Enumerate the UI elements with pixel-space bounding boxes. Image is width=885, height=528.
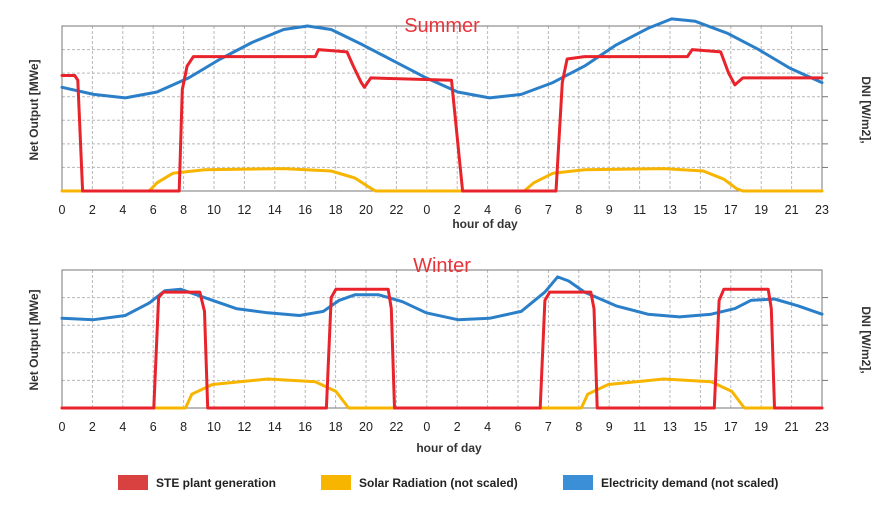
- summer-x-label: hour of day: [452, 217, 518, 231]
- winter-x-tick-label: 13: [663, 420, 677, 434]
- winter-x-tick-label: 20: [359, 420, 373, 434]
- winter-series-electricity-demand: [60, 275, 824, 322]
- legend-label-solar: Solar Radiation (not scaled): [359, 476, 518, 490]
- winter-x-tick-label: 7: [545, 420, 552, 434]
- legend-swatch-solar: [321, 475, 351, 490]
- summer-title: Summer: [404, 15, 480, 37]
- legend: STE plant generation Solar Radiation (no…: [118, 475, 778, 490]
- winter-x-tick-label: 6: [150, 420, 157, 434]
- winter-x-tick-label: 15: [693, 420, 707, 434]
- summer-x-tick-label: 2: [89, 203, 96, 217]
- winter-x-tick-label: 10: [207, 420, 221, 434]
- winter-x-tick-label: 9: [606, 420, 613, 434]
- summer-x-tick-label: 9: [606, 203, 613, 217]
- winter-x-tick-label: 23: [815, 420, 829, 434]
- winter-x-tick-label: 0: [423, 420, 430, 434]
- legend-label-ste: STE plant generation: [156, 476, 276, 490]
- winter-x-tick-label: 0: [59, 420, 66, 434]
- winter-x-tick-label: 22: [389, 420, 403, 434]
- winter-title: Winter: [413, 255, 471, 277]
- summer-x-tick-label: 17: [724, 203, 738, 217]
- winter-x-tick-label: 2: [454, 420, 461, 434]
- summer-x-tick-label: 11: [633, 203, 646, 217]
- winter-x-tick-label: 19: [754, 420, 768, 434]
- summer-panel: 0 2 4 6 8 10 12 14 16 18 20 22 0 2 4 6 7 8 9 11 13 15 17 19 21 23…: [27, 15, 873, 231]
- winter-x-tick-label: 14: [268, 420, 282, 434]
- summer-x-tick-label: 12: [237, 203, 251, 217]
- winter-x-tick-label: 8: [180, 420, 187, 434]
- summer-x-tick-label: 6: [515, 203, 522, 217]
- summer-x-tick-label: 8: [575, 203, 582, 217]
- legend-swatch-ste: [118, 475, 148, 490]
- summer-y-label-right: DNI [W/m2],: [859, 76, 873, 143]
- summer-series-solar-radiation: [60, 167, 824, 193]
- summer-x-tick-label: 18: [329, 203, 343, 217]
- winter-x-tick-label: 12: [237, 420, 251, 434]
- summer-x-tick-label: 20: [359, 203, 373, 217]
- summer-x-tick-label: 0: [59, 203, 66, 217]
- summer-x-tick-label: 19: [754, 203, 768, 217]
- winter-x-tick-label: 18: [329, 420, 343, 434]
- summer-series-ste-generation: [60, 48, 824, 193]
- summer-x-tick-label: 4: [119, 203, 126, 217]
- summer-x-tick-label: 14: [268, 203, 282, 217]
- summer-x-tick-label: 10: [207, 203, 221, 217]
- summer-x-tick-label: 21: [785, 203, 799, 217]
- summer-y-label-left: Net Output [MWe]: [27, 59, 41, 160]
- winter-x-label: hour of day: [416, 441, 482, 455]
- winter-x-tick-label: 2: [89, 420, 96, 434]
- winter-x-tick-label: 6: [515, 420, 522, 434]
- winter-y-label-left: Net Output [MWe]: [27, 289, 41, 390]
- winter-x-tick-label: 21: [785, 420, 799, 434]
- legend-label-demand: Electricity demand (not scaled): [601, 476, 778, 490]
- winter-x-tick-label: 4: [119, 420, 126, 434]
- winter-series-solar-radiation: [60, 377, 824, 410]
- summer-x-tick-label: 6: [150, 203, 157, 217]
- summer-x-tick-label: 0: [423, 203, 430, 217]
- winter-series-ste-generation: [60, 287, 824, 410]
- winter-x-tick-label: 4: [484, 420, 491, 434]
- winter-x-tick-label: 16: [298, 420, 312, 434]
- summer-x-tick-label: 15: [693, 203, 707, 217]
- summer-x-tick-label: 4: [484, 203, 491, 217]
- summer-series-electricity-demand: [60, 17, 824, 100]
- summer-x-tick-label: 2: [454, 203, 461, 217]
- winter-x-tick-label: 17: [724, 420, 738, 434]
- summer-x-tick-label: 16: [298, 203, 312, 217]
- winter-x-tick-label: 8: [575, 420, 582, 434]
- summer-x-tick-label: 23: [815, 203, 829, 217]
- winter-y-label-right: DNI [W/m2],: [859, 306, 873, 373]
- legend-swatch-demand: [563, 475, 593, 490]
- winter-panel: 0 2 4 6 8 10 12 14 16 18 20 22 0 2 4 6 7 8 9 11 13 15 17 19 21 23…: [27, 255, 873, 455]
- winter-x-tick-label: 11: [633, 420, 646, 434]
- summer-x-tick-label: 22: [389, 203, 403, 217]
- summer-x-tick-label: 13: [663, 203, 677, 217]
- summer-x-tick-label: 7: [545, 203, 552, 217]
- summer-x-tick-label: 8: [180, 203, 187, 217]
